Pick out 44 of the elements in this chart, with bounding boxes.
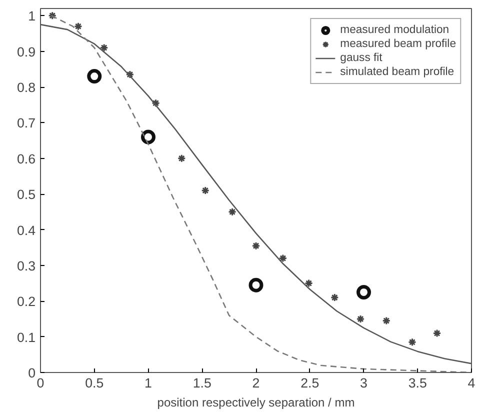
y-tick-label: 0.3 [16,258,36,274]
y-tick-label: 1 [28,8,36,24]
point [304,279,314,288]
x-axis-title: position respectively separation / mm [157,396,355,410]
point [356,314,365,324]
x-tick-label: 2 [252,376,260,390]
y-tick-label: 0.1 [16,330,36,345]
legend-label: simulated beam profile [340,65,454,79]
point [356,284,371,300]
legend-label: measured beam profile [340,37,456,51]
point [248,278,264,292]
point [330,293,339,302]
x-tick-label: 1 [144,376,152,390]
point [141,130,156,144]
y-tick-label: 0.6 [16,151,36,166]
point [177,154,186,163]
x-tick-label: 3 [360,376,368,390]
point [408,338,416,346]
y-tick-label: 0.8 [16,80,36,96]
point [432,328,442,338]
point [48,11,57,20]
point [87,69,102,84]
point [252,242,260,250]
legend-label: gauss fit [340,51,382,65]
point [74,22,82,31]
point [100,44,108,52]
y-tick-label: 0.4 [16,222,36,238]
point [152,98,160,108]
y-tick-label: 0 [28,366,36,380]
point [228,208,237,216]
x-tick-label: 1.5 [192,376,212,390]
x-tick-label: 2.5 [300,376,320,390]
y-tick-label: 0.2 [16,294,36,310]
point [382,316,391,326]
x-tick-label: 3.5 [408,376,427,390]
point [126,70,134,79]
point [201,186,210,195]
point [278,254,288,263]
legend-label: measured modulation [340,23,450,37]
y-tick-label: 0.7 [16,116,36,131]
x-tick-label: 0.5 [85,376,104,390]
y-tick-label: 0.9 [16,44,36,60]
y-tick-label: 0.5 [16,187,36,202]
x-tick-label: 4 [468,376,476,390]
